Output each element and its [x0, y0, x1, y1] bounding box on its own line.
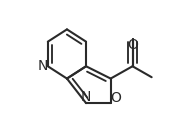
Text: N: N: [81, 90, 91, 104]
Text: O: O: [111, 91, 122, 105]
Text: N: N: [37, 59, 48, 73]
Text: O: O: [127, 38, 138, 52]
